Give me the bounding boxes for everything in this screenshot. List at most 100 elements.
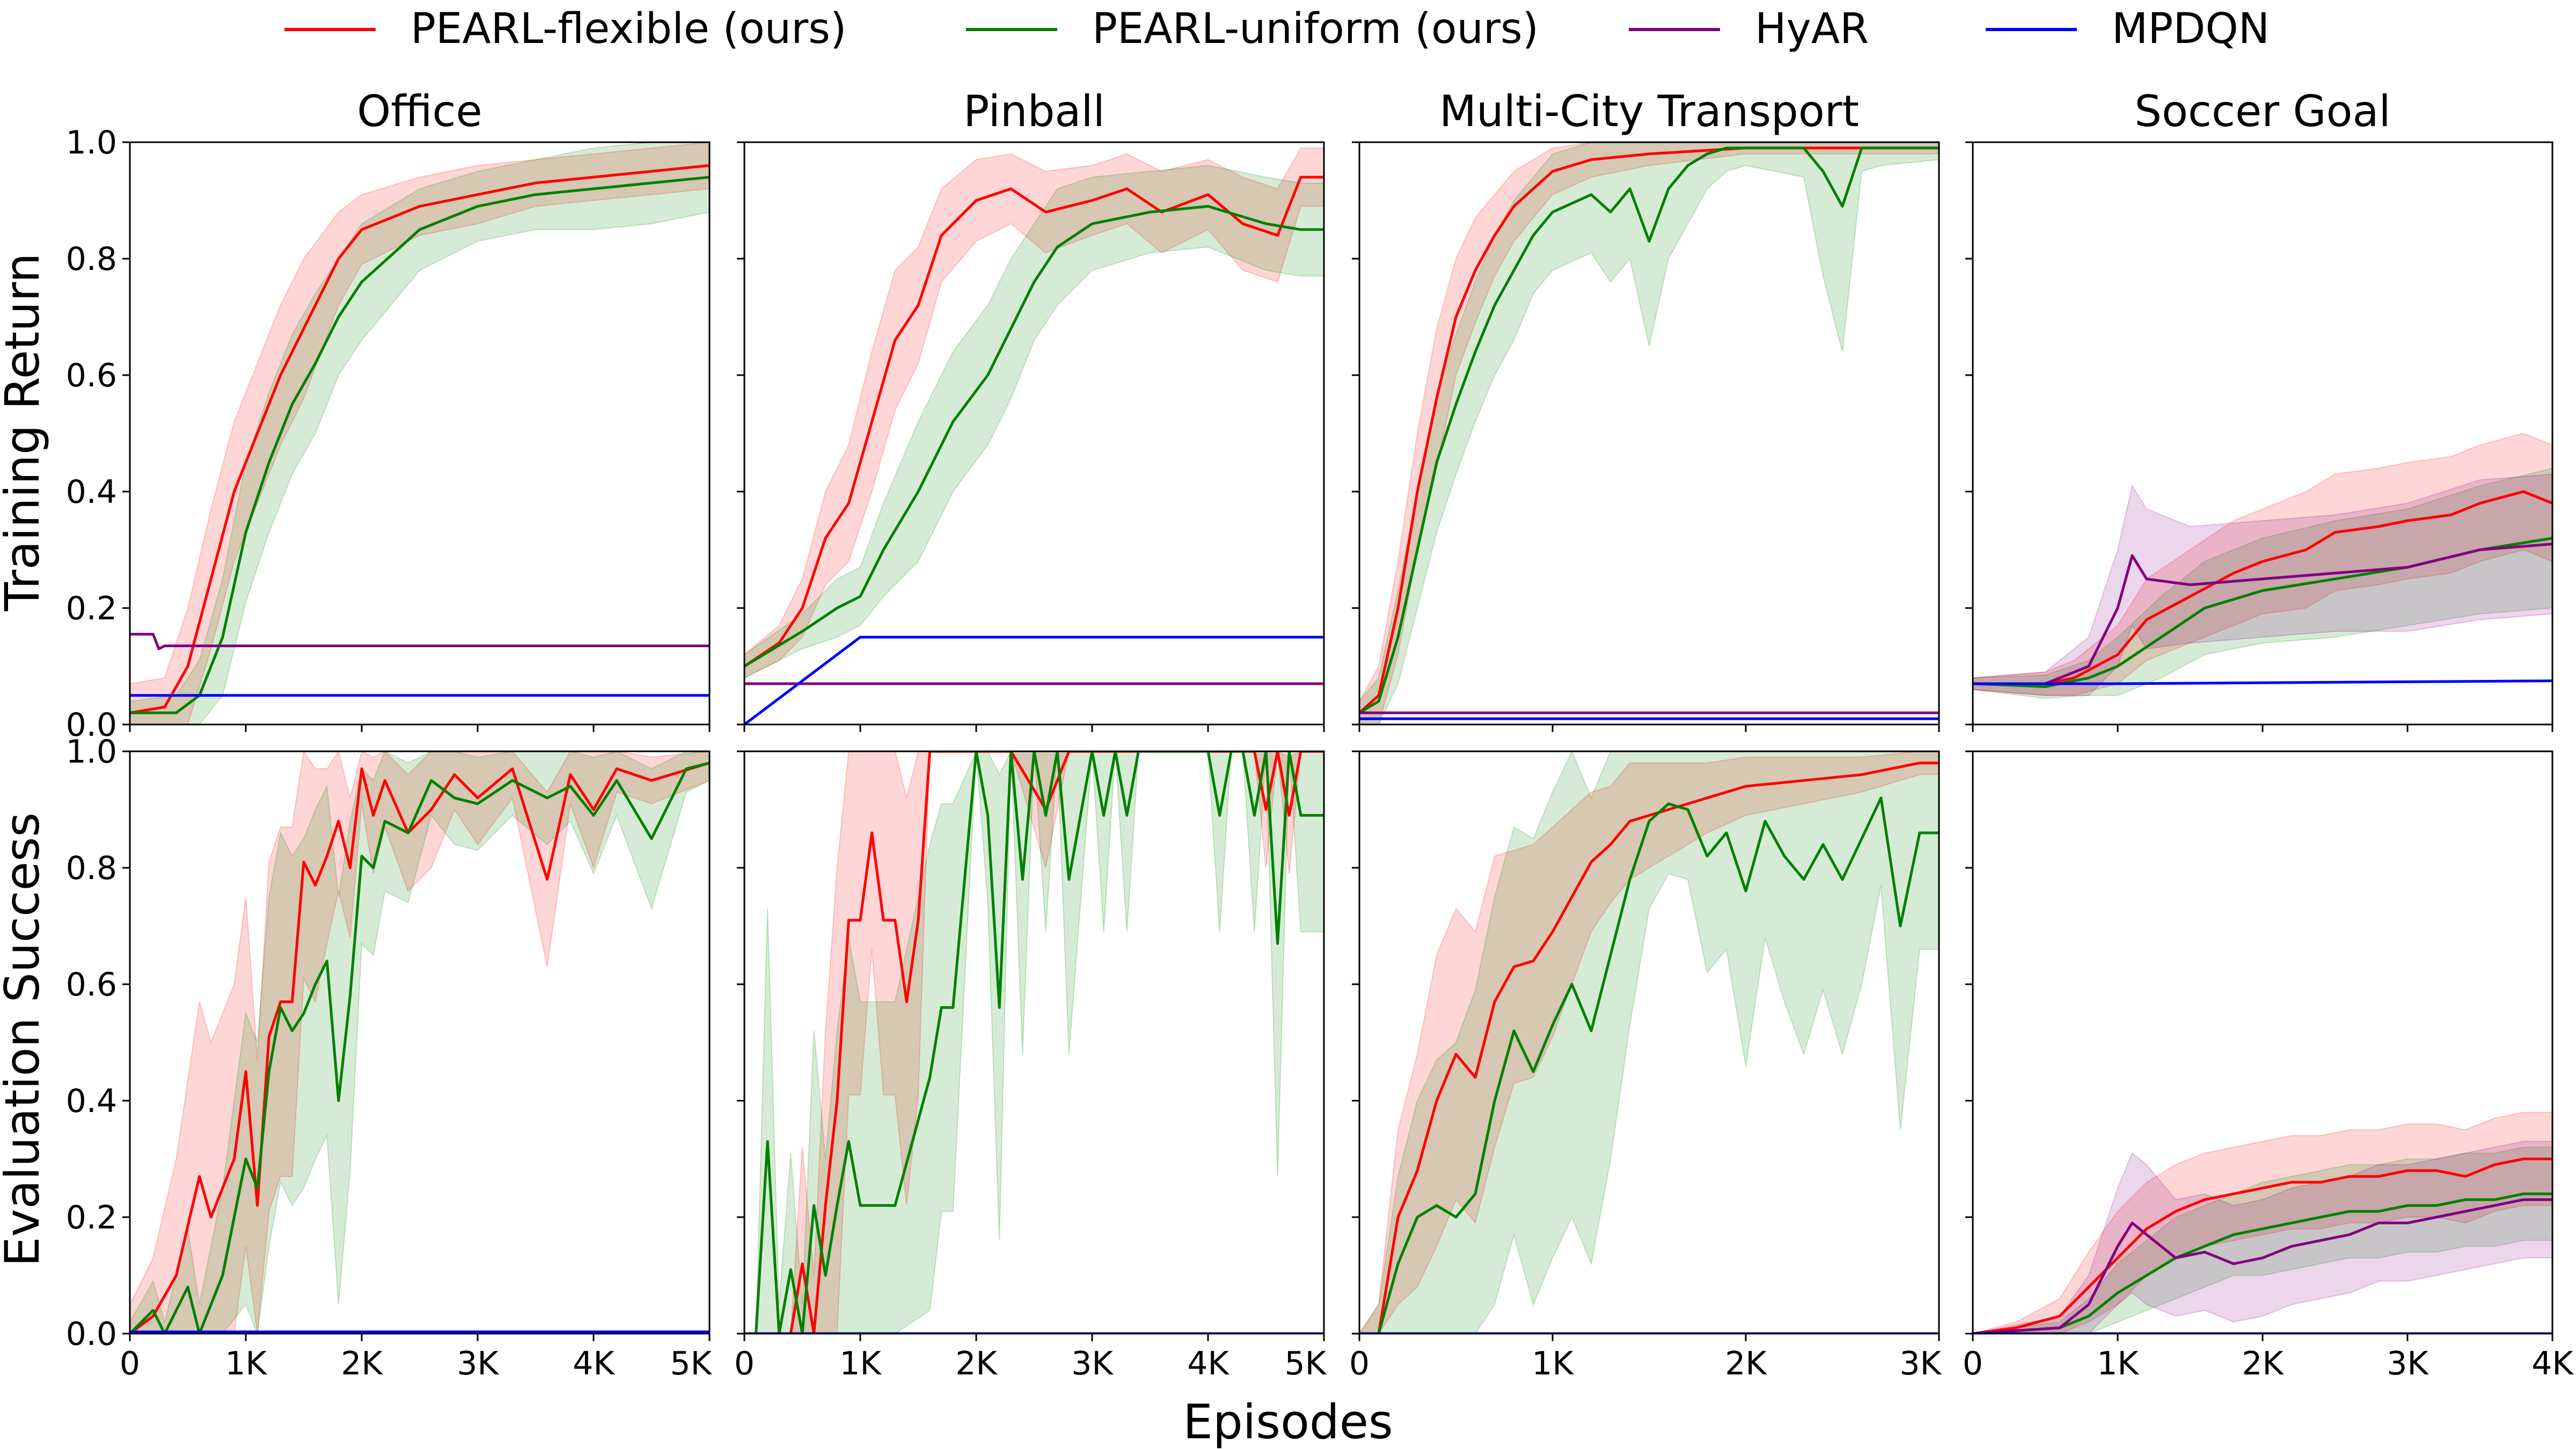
line-pearl-uniform-ours <box>1359 796 1939 1334</box>
panel-2: Pinball <box>737 86 1325 732</box>
line-pearl-flexible-ours <box>1973 490 2552 685</box>
line-pearl-uniform-ours <box>130 175 709 714</box>
x-tick-label: 0 <box>1963 1345 1983 1382</box>
plot-area <box>744 751 1324 1334</box>
y-tick-label: 0.6 <box>66 966 117 1004</box>
plot-area <box>744 147 1324 724</box>
plot-area <box>130 751 709 1334</box>
band-pearl-uniform-ours <box>1359 751 1939 1334</box>
line-pearl-flexible-ours <box>744 751 1324 1334</box>
legend-label-mpdqn: MPDQN <box>2112 5 2270 53</box>
line-hyar <box>1973 1198 2552 1334</box>
line-pearl-uniform-ours <box>744 751 1324 1334</box>
subplot-title: Pinball <box>963 86 1105 136</box>
y-tick-label: 0.2 <box>66 1199 117 1236</box>
band-pearl-flexible-ours <box>1359 751 1939 1334</box>
x-axis-label: Episodes <box>1183 1394 1393 1449</box>
band-pearl-uniform-ours <box>130 142 709 724</box>
band-pearl-uniform-ours <box>130 751 709 1334</box>
plot-area <box>1359 751 1939 1334</box>
x-tick-label: 2K <box>955 1345 998 1382</box>
panel-7: 0 1K 2K 3K <box>1349 750 1942 1382</box>
y-tick-label: 0.4 <box>66 1082 117 1120</box>
plot-area <box>130 142 709 724</box>
line-mpdqn <box>1973 679 2552 685</box>
x-tick-label: 5K <box>1284 1345 1327 1382</box>
line-pearl-uniform-ours <box>1359 147 1939 714</box>
line-pearl-uniform-ours <box>130 762 709 1334</box>
band-pearl-uniform-ours <box>744 165 1324 679</box>
legend-label-pearl-flexible: PEARL-flexible (ours) <box>411 5 846 53</box>
x-tick-label: 1K <box>2097 1345 2139 1382</box>
axes-frame <box>129 750 711 1335</box>
subplot-title: Soccer Goal <box>2134 86 2390 136</box>
axes-frame <box>1358 141 1940 726</box>
band-pearl-uniform-ours <box>1973 1146 2552 1334</box>
band-pearl-flexible-ours <box>744 751 1324 1334</box>
y-tick-label: 0.8 <box>66 240 117 278</box>
row-label-evaluation-success: Evaluation Success <box>0 813 50 1267</box>
axes-frame <box>129 141 711 726</box>
legend: PEARL-flexible (ours) PEARL-uniform (our… <box>284 5 2270 53</box>
line-hyar <box>130 633 709 650</box>
y-tick-label: 0.0 <box>66 1315 117 1353</box>
legend-label-hyar: HyAR <box>1755 5 1869 53</box>
x-tick-label: 4K <box>1187 1345 1230 1382</box>
line-pearl-uniform-ours <box>744 204 1324 668</box>
panel-4: Soccer Goal <box>1965 86 2553 732</box>
panel-5: 0.0 0.2 0.4 0.6 0.8 1.0 0 1K 2K 3K 4K 5K <box>66 733 713 1382</box>
axes-frame <box>743 141 1325 726</box>
axes-frame <box>743 750 1325 1335</box>
x-tick-label: 3K <box>457 1345 499 1382</box>
line-pearl-flexible-ours <box>1359 147 1939 714</box>
x-tick-label: 2K <box>1725 1345 1767 1382</box>
y-tick-label: 0.0 <box>66 706 117 744</box>
line-mpdqn <box>744 635 1324 724</box>
x-tick-label: 2K <box>341 1345 383 1382</box>
band-pearl-uniform-ours <box>744 751 1324 1334</box>
legend-label-pearl-uniform: PEARL-uniform (ours) <box>1092 5 1539 53</box>
band-hyar <box>1973 1140 2552 1334</box>
plot-area <box>1973 1111 2552 1334</box>
line-pearl-uniform-ours <box>1973 1192 2552 1334</box>
x-tick-label: 3K <box>1899 1345 1942 1382</box>
legend-entry-mpdqn: MPDQN <box>1986 5 2270 53</box>
line-pearl-flexible-ours <box>1973 1158 2552 1334</box>
panels: Office 0.0 0.2 0.4 0.6 0.8 1.0 Pinball Multi-Cit… <box>66 86 2574 1382</box>
panel-3: Multi-City Transport <box>1352 86 1940 732</box>
plot-area <box>1973 433 2552 699</box>
subplot-title: Office <box>357 86 482 136</box>
x-tick-label: 0 <box>120 1345 140 1382</box>
panel-8: 0 1K 2K 3K 4K <box>1963 750 2574 1382</box>
band-pearl-flexible-ours <box>1973 433 2552 696</box>
band-pearl-flexible-ours <box>744 147 1324 679</box>
y-tick-label: 1.0 <box>66 124 117 162</box>
subplot-title: Multi-City Transport <box>1439 86 1859 136</box>
axes-frame <box>1358 750 1940 1335</box>
y-tick-label: 0.2 <box>66 590 117 627</box>
legend-entry-hyar: HyAR <box>1629 5 1869 53</box>
x-tick-label: 3K <box>1071 1345 1114 1382</box>
plot-area <box>1359 142 1939 724</box>
x-tick-label: 0 <box>1349 1345 1370 1382</box>
line-hyar <box>1973 543 2552 685</box>
x-tick-label: 1K <box>839 1345 882 1382</box>
band-pearl-flexible-ours <box>130 751 709 1334</box>
x-tick-label: 3K <box>2387 1345 2429 1382</box>
x-tick-label: 1K <box>225 1345 267 1382</box>
panel-6: 0 1K 2K 3K 4K 5K <box>734 750 1327 1382</box>
line-pearl-flexible-ours <box>744 175 1324 668</box>
legend-entry-pearl-flexible: PEARL-flexible (ours) <box>284 5 846 53</box>
x-tick-label: 2K <box>2242 1345 2284 1382</box>
legend-entry-pearl-uniform: PEARL-uniform (ours) <box>966 5 1539 53</box>
line-pearl-flexible-ours <box>130 164 709 714</box>
line-pearl-flexible-ours <box>130 762 709 1334</box>
y-tick-label: 0.4 <box>66 473 117 511</box>
band-pearl-uniform-ours <box>1973 467 2552 699</box>
band-hyar <box>1973 473 2552 696</box>
y-tick-label: 0.8 <box>66 850 117 887</box>
x-tick-label: 4K <box>573 1345 615 1382</box>
x-tick-label: 1K <box>1532 1345 1574 1382</box>
row-label-training-return: Training Return <box>0 253 50 611</box>
